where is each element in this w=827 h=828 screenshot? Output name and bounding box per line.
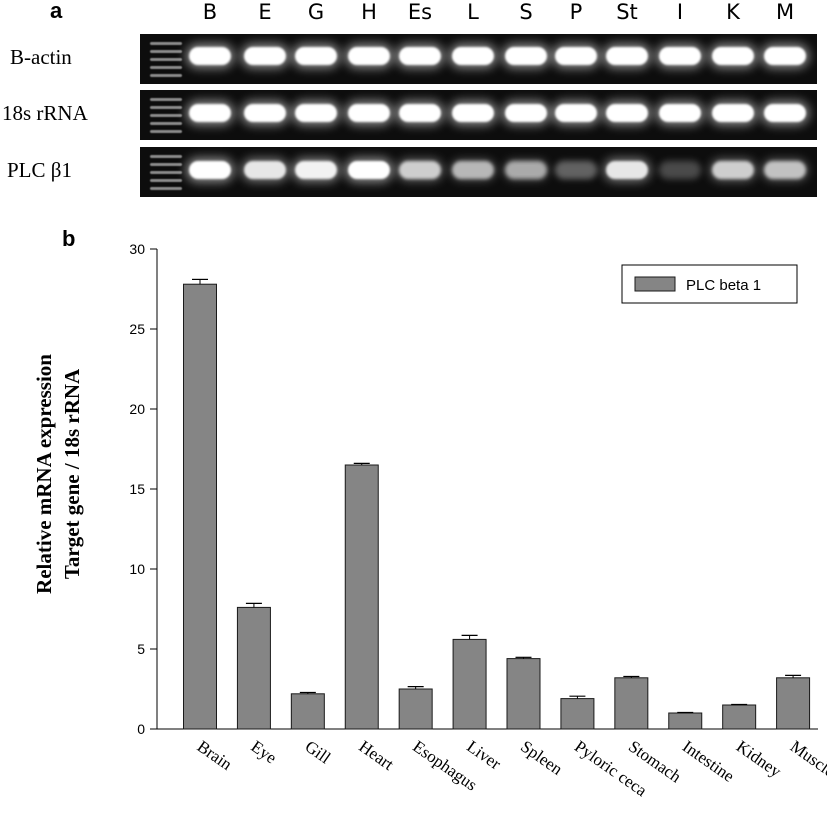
x-tick-label: Intestine (679, 737, 738, 786)
gel-band (189, 104, 231, 122)
y-tick-label: 20 (129, 401, 145, 417)
lane-label: L (467, 0, 479, 24)
lane-label: I (676, 0, 684, 24)
legend-label: PLC beta 1 (686, 277, 761, 294)
gel-strip (140, 90, 817, 140)
bar (236, 606, 271, 730)
dna-ladder (144, 36, 188, 82)
x-tick-label: Brain (194, 737, 236, 775)
gel-band (452, 161, 494, 179)
gel-band (712, 47, 754, 65)
gel-band (712, 161, 754, 179)
bar (776, 677, 811, 730)
gel-band (399, 104, 441, 122)
gel-band (659, 104, 701, 122)
bar (614, 677, 649, 730)
gel-band (189, 47, 231, 65)
x-tick-label: Spleen (517, 737, 566, 779)
gel-band (295, 161, 337, 179)
bar (344, 464, 379, 730)
gel-row-label: B-actin (10, 45, 72, 69)
y-axis-label-group: Relative mRNA expression Target gene / 1… (32, 354, 84, 594)
x-tick-label: Muscle (787, 737, 827, 781)
y-axis-label-line2: Target gene / 18s rRNA (60, 368, 84, 579)
gel-band (659, 161, 701, 179)
x-tick-label: Gill (302, 737, 335, 768)
gel-band (659, 47, 701, 65)
lane-label: B (202, 0, 218, 24)
gel-band (244, 161, 286, 179)
bar (668, 712, 703, 730)
legend-swatch (634, 276, 676, 292)
bar (722, 704, 757, 730)
bar (398, 688, 433, 730)
gel-band (764, 161, 806, 179)
gel-band (452, 47, 494, 65)
lane-label: St (616, 0, 638, 24)
dna-ladder (144, 92, 188, 138)
bar (183, 283, 217, 730)
gel-band (764, 47, 806, 65)
bar (506, 658, 541, 730)
gel-strip (140, 147, 817, 197)
gel-row-label: PLC β1 (7, 158, 72, 182)
gel-band (452, 104, 494, 122)
lane-label: M (775, 0, 795, 24)
gel-band (555, 104, 597, 122)
lane-label: S (519, 0, 533, 24)
gel-strip (140, 34, 817, 84)
gel-band (555, 47, 597, 65)
gel-band (244, 104, 286, 122)
bar (560, 698, 595, 730)
gel-band (244, 47, 286, 65)
gel-band (189, 161, 231, 179)
x-tick-label: Liver (463, 737, 504, 774)
gel-band (764, 104, 806, 122)
gel-band (505, 47, 547, 65)
dna-ladder (144, 149, 188, 195)
lane-label: G (307, 0, 325, 24)
y-tick-label: 30 (129, 241, 145, 257)
x-tick-label: Heart (355, 737, 397, 774)
lane-label: Es (407, 0, 433, 24)
y-tick-label: 10 (129, 561, 145, 577)
gel-band (348, 104, 390, 122)
x-tick-label: Eye (248, 737, 281, 768)
gel-band (606, 161, 648, 179)
gel-band (606, 104, 648, 122)
lane-label: K (726, 0, 740, 24)
gel-band (505, 104, 547, 122)
lane-label: P (569, 0, 583, 24)
y-tick-label: 25 (129, 321, 145, 337)
gel-band (348, 47, 390, 65)
lane-label: H (361, 0, 377, 24)
gel-band (295, 47, 337, 65)
gel-band (399, 47, 441, 65)
y-tick-label: 5 (137, 641, 145, 657)
y-tick-label: 15 (129, 481, 145, 497)
gel-band (505, 161, 547, 179)
gel-band (295, 104, 337, 122)
gel-band (555, 161, 597, 179)
gel-row-label: 18s rRNA (2, 101, 88, 125)
y-tick-label: 0 (137, 721, 145, 737)
gel-band (399, 161, 441, 179)
lane-label: E (258, 0, 272, 24)
gel-band (348, 161, 390, 179)
bar (452, 638, 487, 730)
x-tick-label: Kidney (733, 737, 785, 782)
panel-a-letter: a (50, 0, 63, 23)
legend: PLC beta 1 (621, 264, 798, 304)
bar (290, 693, 325, 730)
bars (183, 278, 811, 730)
gel-band (712, 104, 754, 122)
gel-band (606, 47, 648, 65)
y-axis-label-line1: Relative mRNA expression (32, 354, 56, 594)
panel-b-letter: b (62, 226, 76, 251)
